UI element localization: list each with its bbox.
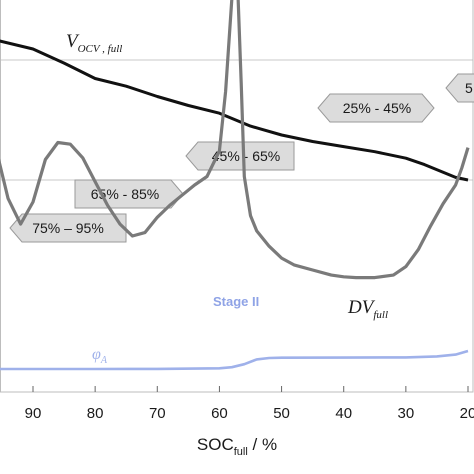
x-tick-label: 30 [398,405,415,422]
arrow-shape-partial [445,73,474,103]
range-label-25-45: 25% - 45% [343,100,411,116]
range-label-75-95: 75% – 95% [32,220,104,236]
range-label-65-85: 65% - 85% [91,186,159,202]
range-label-partial: 5 [465,80,473,96]
stage-ii-label: Stage II [213,294,259,309]
vocv-series-line [0,39,469,182]
x-tick-label: 60 [211,405,228,422]
range-arrow-partial: 5 [445,73,474,103]
x-tick-label: 50 [273,405,290,422]
range-label-45-65: 45% - 65% [212,148,280,164]
range-arrow-75-95: 75% – 95% [9,213,127,243]
x-axis-ticks: 90 80 70 60 50 40 30 20 [25,386,474,422]
x-tick-label: 90 [25,405,42,422]
arrow-shape-25-45 [317,93,435,123]
x-axis-title: SOCfull / % [197,435,277,458]
range-arrow-45-65: 45% - 65% [185,141,295,171]
dv-label: DVfull [347,297,388,321]
range-arrow-65-85: 65% - 85% [74,179,184,209]
x-tick-label: 80 [87,405,104,422]
dv-series-line [0,0,470,280]
x-tick-label: 70 [149,405,166,422]
range-arrow-25-45: 25% - 45% [317,93,435,123]
plot-frame [0,0,474,393]
phi-label: φA [92,346,108,366]
vocv-label: VOCV , full [66,31,122,55]
phi-series-line [0,349,469,371]
x-tick-label: 40 [335,405,352,422]
x-tick-label: 20 [460,405,474,422]
range-arrows: 75% – 95% 65% - 85% 45% - 65% 25% - 45% … [9,73,474,243]
